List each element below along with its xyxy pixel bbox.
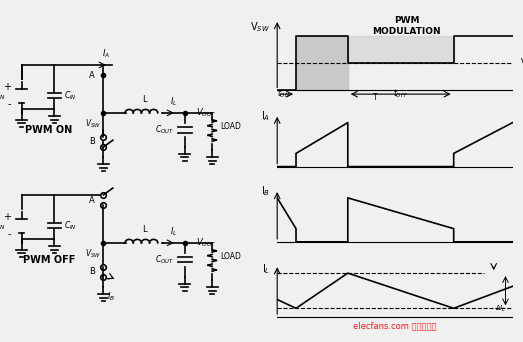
Text: $\Delta I_L$: $\Delta I_L$ xyxy=(495,303,506,314)
Text: $V_{IN}$: $V_{IN}$ xyxy=(0,90,5,102)
Text: LOAD: LOAD xyxy=(220,122,241,131)
Text: L: L xyxy=(142,225,146,234)
Text: +: + xyxy=(3,212,11,222)
Text: $V_{OUT}$: $V_{OUT}$ xyxy=(196,107,217,119)
Text: PWM
MODULATION: PWM MODULATION xyxy=(372,16,441,36)
Text: -: - xyxy=(7,229,11,239)
Text: $t_{OFF}$: $t_{OFF}$ xyxy=(393,88,408,100)
Text: +: + xyxy=(3,82,11,92)
Text: -: - xyxy=(7,99,11,109)
Text: I$_A$: I$_A$ xyxy=(261,109,270,123)
Text: $V_{SW}$: $V_{SW}$ xyxy=(85,118,100,131)
Text: $I_L$: $I_L$ xyxy=(170,225,178,238)
Text: A: A xyxy=(89,71,95,80)
Text: V$_{SW}$: V$_{SW}$ xyxy=(250,21,270,34)
Text: T: T xyxy=(372,93,377,103)
Text: PWM ON: PWM ON xyxy=(25,125,73,135)
Text: $V_{SW}$: $V_{SW}$ xyxy=(85,248,100,261)
Text: I$_B$: I$_B$ xyxy=(261,184,270,198)
Text: I$_L$: I$_L$ xyxy=(262,262,270,276)
Text: $V_{OUT}$: $V_{OUT}$ xyxy=(196,237,217,249)
Text: $I_B$: $I_B$ xyxy=(107,291,116,303)
Text: $V_{IN}$: $V_{IN}$ xyxy=(0,220,5,232)
Text: $I_L$: $I_L$ xyxy=(170,95,178,108)
Text: $I_A$: $I_A$ xyxy=(102,47,110,60)
Text: A: A xyxy=(89,196,95,205)
Text: $t_{ON}$: $t_{ON}$ xyxy=(277,88,290,100)
Text: elecfans.com 电子爱好者: elecfans.com 电子爱好者 xyxy=(353,321,437,330)
Text: B: B xyxy=(89,267,95,276)
Text: PWM OFF: PWM OFF xyxy=(23,255,75,265)
Text: B: B xyxy=(89,137,95,146)
Text: $C_{OUT}$: $C_{OUT}$ xyxy=(155,124,174,136)
Text: $C_{OUT}$: $C_{OUT}$ xyxy=(155,254,174,266)
Text: L: L xyxy=(142,95,146,104)
Text: V$_{OUT}$: V$_{OUT}$ xyxy=(519,57,523,69)
Text: LOAD: LOAD xyxy=(220,252,241,261)
Text: $C_{IN}$: $C_{IN}$ xyxy=(64,90,77,102)
Text: $C_{IN}$: $C_{IN}$ xyxy=(64,220,77,232)
